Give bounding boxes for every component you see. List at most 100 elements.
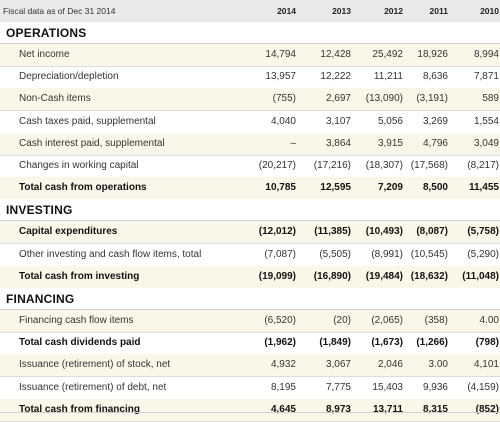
row-value: (7,087) — [264, 248, 296, 260]
row-value: (8,217) — [467, 160, 499, 171]
section-title: OPERATIONS — [0, 22, 500, 44]
row-value: (6,520) — [264, 315, 296, 326]
row-value: 3,915 — [377, 137, 403, 149]
row-value: 7,209 — [377, 182, 403, 194]
row-value: 12,595 — [320, 182, 351, 194]
row-value: 18,926 — [417, 49, 448, 60]
row-label: Total cash from financing — [19, 403, 140, 415]
section-title-text: INVESTING — [6, 203, 73, 218]
table-row: Net income 14,794 12,428 25,492 18,926 8,994 — [0, 44, 500, 67]
row-value: (8,087) — [416, 226, 448, 238]
row-value: 14,794 — [265, 49, 296, 60]
row-value: 3,864 — [325, 137, 351, 149]
row-label: Total cash dividends paid — [19, 337, 141, 349]
row-value: (798) — [475, 337, 499, 349]
row-label: Cash interest paid, supplemental — [19, 137, 165, 149]
row-value: (1,266) — [416, 337, 448, 349]
row-value: 8,994 — [473, 49, 499, 60]
table-row: Non-Cash items (755) 2,697 (13,090) (3,191) 5… — [0, 88, 500, 112]
row-value: 3.00 — [428, 359, 448, 371]
table-row: Total cash from financing 4,645 8,973 13,71… — [0, 398, 500, 422]
row-value: 13,711 — [372, 403, 403, 415]
row-value: (12,012) — [258, 226, 296, 238]
row-value: 8,500 — [422, 182, 448, 194]
year-header: 2014 — [277, 6, 296, 16]
table-row: Depreciation/depletion 13,957 12,222 11,211… — [0, 66, 500, 90]
row-label: Total cash from operations — [19, 182, 147, 194]
row-value: 4.00 — [479, 315, 499, 326]
row-value: (5,505) — [319, 248, 351, 260]
row-value: (19,099) — [258, 270, 296, 282]
row-value: 2,697 — [325, 93, 351, 105]
row-value: (20) — [333, 315, 351, 326]
row-value: (19,484) — [365, 270, 403, 282]
row-value: 8,315 — [422, 403, 448, 415]
table-row: Other investing and cash flow items, tot… — [0, 244, 500, 267]
table-row: Total cash from operations 10,785 12,595 7,… — [0, 177, 500, 201]
row-value: 8,195 — [270, 381, 296, 393]
row-value: (10,493) — [365, 226, 403, 238]
row-value: (18,307) — [365, 160, 403, 171]
table-row: Total cash dividends paid (1,962) (1,849) (… — [0, 332, 500, 356]
row-value: 3,049 — [473, 137, 499, 149]
fiscal-date-label: Fiscal data as of Dec 31 2014 — [3, 6, 116, 16]
row-value: 7,871 — [473, 71, 499, 83]
row-value: (8,991) — [371, 248, 403, 260]
row-value: 4,796 — [422, 137, 448, 149]
row-value: 2,046 — [377, 359, 403, 371]
row-value: 9,936 — [422, 381, 448, 393]
row-value: (358) — [424, 315, 448, 326]
year-header: 2012 — [384, 6, 403, 16]
row-value: 1,554 — [473, 115, 499, 127]
row-value: 10,785 — [265, 182, 296, 194]
row-value: (3,191) — [416, 93, 448, 105]
row-value: 5,056 — [377, 115, 403, 127]
section-title: FINANCING — [0, 288, 500, 310]
row-value: 8,973 — [325, 403, 351, 415]
row-value: (1,673) — [371, 337, 403, 349]
section-title-text: OPERATIONS — [6, 26, 87, 40]
row-value: 3,067 — [325, 359, 351, 371]
row-value: (755) — [272, 93, 296, 105]
row-value: 589 — [482, 93, 499, 105]
row-value: 4,645 — [270, 403, 296, 415]
row-label: Cash taxes paid, supplemental — [19, 115, 156, 127]
row-value: (17,216) — [313, 160, 351, 171]
year-header: 2010 — [480, 6, 499, 16]
row-label: Depreciation/depletion — [19, 71, 119, 83]
row-label: Non-Cash items — [19, 93, 91, 105]
row-label: Net income — [19, 49, 70, 60]
year-header: 2013 — [332, 6, 351, 16]
row-value: (11,048) — [462, 270, 499, 282]
row-value: 4,101 — [473, 359, 499, 371]
row-value: (1,962) — [264, 337, 296, 349]
table-bottom-divider — [0, 412, 500, 413]
row-value: 4,040 — [270, 115, 296, 127]
row-value: 8,636 — [422, 71, 448, 83]
row-label: Issuance (retirement) of debt, net — [19, 381, 167, 393]
row-value: 11,211 — [373, 71, 403, 83]
row-value: 25,492 — [372, 49, 403, 60]
row-value: 13,957 — [265, 71, 296, 83]
table-row: Issuance (retirement) of debt, net 8,195 7… — [0, 377, 500, 400]
row-value: (852) — [475, 403, 499, 415]
row-value: 3,107 — [325, 115, 351, 127]
row-value: (4,159) — [467, 381, 499, 393]
row-label: Capital expenditures — [19, 226, 118, 238]
table-header: Fiscal data as of Dec 31 2014 2014 2013 … — [0, 0, 500, 23]
row-value: (2,065) — [371, 315, 403, 326]
table-row: Total cash from investing (19,099) (16,890… — [0, 265, 500, 289]
row-label: Changes in working capital — [19, 160, 139, 171]
row-value: 12,428 — [320, 49, 351, 60]
year-header: 2011 — [429, 6, 448, 16]
row-value: – — [290, 137, 296, 149]
table-row: Cash interest paid, supplemental – 3,864 3,… — [0, 132, 500, 156]
row-value: (5,758) — [467, 226, 499, 238]
row-value: (13,090) — [365, 93, 403, 105]
row-label: Issuance (retirement) of stock, net — [19, 359, 171, 371]
row-value: (17,568) — [410, 160, 448, 171]
table-row: Issuance (retirement) of stock, net 4,932… — [0, 354, 500, 378]
row-label: Total cash from investing — [19, 270, 140, 282]
table-row: Changes in working capital (20,217) (17,21… — [0, 155, 500, 178]
